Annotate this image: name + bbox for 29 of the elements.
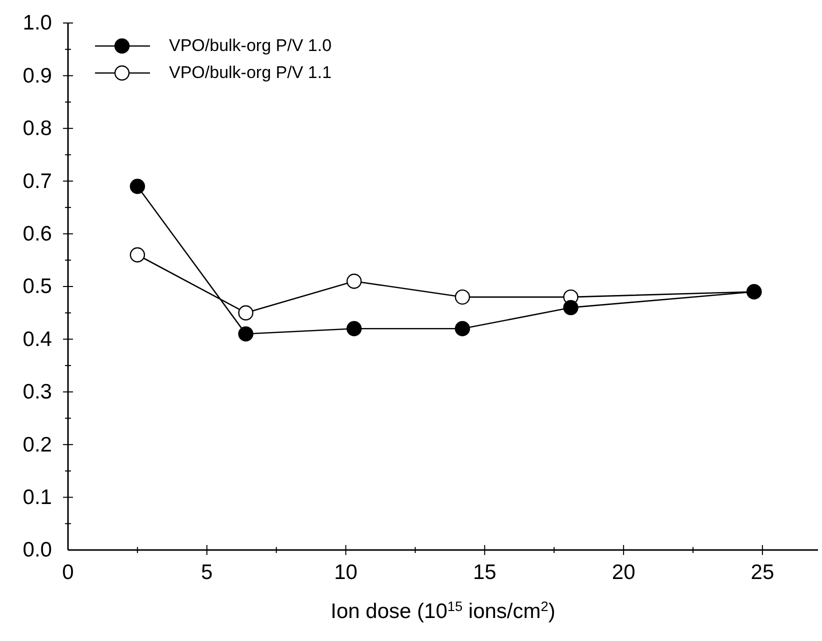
y-tick-label: 0.5: [22, 275, 52, 298]
point: [130, 178, 146, 194]
point: [454, 321, 470, 336]
legend-label: VPO/bulk-org P/V 1.0: [169, 36, 332, 56]
legend-label: VPO/bulk-org P/V 1.1: [169, 62, 332, 82]
y-tick-label: 1.0: [22, 12, 52, 35]
point: [238, 305, 254, 320]
y-tick-label: 0.7: [22, 170, 52, 193]
point: [346, 321, 362, 336]
point: [346, 274, 362, 289]
y-tick-label: 0.3: [22, 380, 52, 404]
y-tick-label: 0.0: [22, 538, 52, 562]
point: [454, 289, 470, 305]
y-tick-label: 0.6: [22, 222, 52, 246]
point: [130, 247, 146, 262]
y-tick-label: 0.1: [22, 486, 52, 510]
x-tick-label: 5: [201, 560, 213, 584]
x-tick-label: 0: [62, 560, 74, 584]
point: [238, 326, 254, 342]
y-tick-label: 0.8: [22, 117, 52, 140]
y-tick-label: 0.4: [22, 328, 52, 351]
x-tick-label: 25: [750, 560, 774, 584]
y-tick-label: 0.2: [22, 433, 52, 456]
x-tick-label: 15: [472, 560, 496, 584]
x-axis-title: Ion dose (10$^{15}$ ions/cm$^{2}$): [330, 598, 556, 623]
y-tick-label: 0.9: [22, 64, 52, 88]
x-tick-label: 10: [334, 560, 358, 584]
point: [563, 300, 578, 316]
x-tick-label: 20: [612, 560, 636, 584]
